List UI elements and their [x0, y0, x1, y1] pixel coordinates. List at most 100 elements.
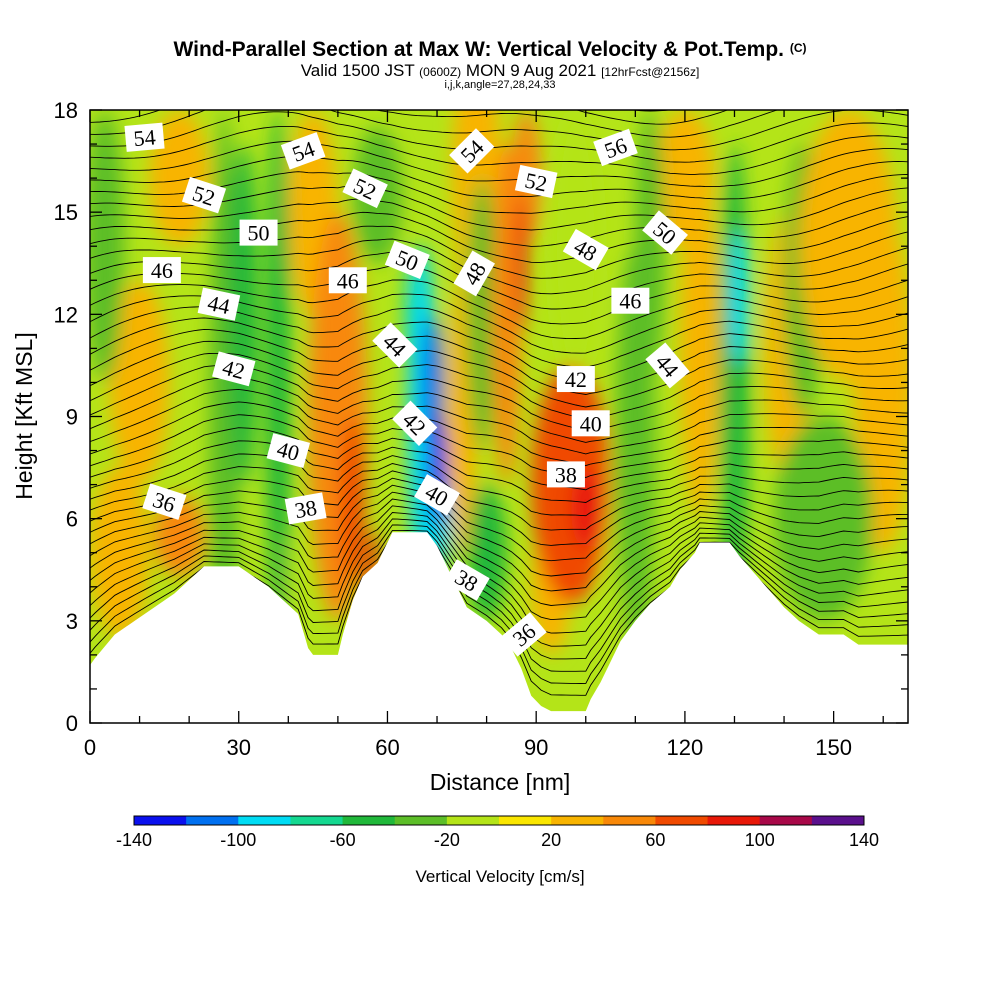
colorbar-swatch [603, 816, 656, 825]
theta-label: 52 [514, 164, 558, 199]
theta-label-box [266, 433, 311, 469]
y-axis-label: Height [Kft MSL] [11, 332, 37, 499]
colorbar-swatch [446, 816, 500, 825]
theta-label: 44 [197, 287, 241, 321]
velocity-cell [265, 110, 291, 655]
colorbar-tick-label: 20 [541, 830, 561, 850]
colorbar-tick-label: -20 [434, 830, 460, 850]
theta-label-box [611, 287, 650, 314]
velocity-cell [798, 110, 899, 383]
theta-contour [90, 477, 908, 562]
theta-label: 54 [124, 122, 165, 152]
colorbar-swatch [551, 816, 604, 825]
theta-contour [90, 111, 908, 163]
theta-contour [90, 524, 908, 660]
theta-label-box [546, 461, 585, 488]
theta-label: 50 [384, 240, 430, 280]
theta-label-box [280, 132, 326, 170]
theta-label-box [239, 219, 278, 246]
y-tick-label: 9 [66, 405, 78, 430]
theta-contour [90, 463, 908, 531]
theta-label-box [212, 351, 256, 387]
colorbar-swatch [290, 816, 344, 825]
theta-contour [90, 238, 908, 295]
colorbar-swatch [499, 816, 552, 825]
colorbar-swatch [394, 816, 448, 825]
theta-label-box [453, 250, 495, 297]
theta-label-box [645, 342, 690, 389]
colorbar: -140 -100 -60 -20 20 60 100 140 [116, 815, 879, 850]
y-tick-label: 6 [66, 507, 78, 532]
colorbar-swatch [186, 816, 239, 825]
colorbar-tick-label: 60 [645, 830, 665, 850]
x-tick-label: 60 [375, 735, 399, 760]
x-tick-label: 150 [815, 735, 852, 760]
y-axis: 0 3 6 9 12 15 18 [54, 98, 908, 736]
theta-label-text: 54 [133, 124, 157, 151]
x-tick-label: 120 [667, 735, 704, 760]
theta-label: 38 [546, 461, 585, 488]
theta-label-box [500, 612, 547, 657]
theta-contour [90, 491, 908, 592]
velocity-cell [515, 195, 528, 332]
colorbar-frame [133, 815, 865, 826]
theta-contour [90, 414, 908, 478]
y-tick-label: 0 [66, 711, 78, 736]
theta-contour [90, 110, 779, 138]
theta-label-box [197, 287, 241, 321]
theta-label-box [593, 128, 638, 167]
theta-label-box [342, 168, 388, 209]
theta-contour [90, 328, 908, 395]
theta-label: 56 [593, 128, 638, 167]
theta-contour [90, 498, 908, 606]
colorbar-swatch [342, 816, 396, 825]
theta-label-box [142, 483, 187, 520]
theta-label: 50 [239, 219, 278, 246]
theta-label: 38 [284, 492, 327, 525]
theta-label-box [384, 240, 430, 280]
theta-label-text: 38 [555, 462, 577, 487]
theta-contours [90, 110, 908, 696]
colorbar-swatch [707, 816, 761, 825]
theta-contour [90, 198, 908, 247]
theta-label-text: 42 [565, 367, 587, 392]
y-tick-label: 12 [54, 302, 78, 327]
theta-contour [90, 185, 908, 231]
colorbar-swatch [134, 816, 187, 825]
theta-label: 40 [571, 410, 610, 437]
theta-label-box [414, 474, 460, 516]
velocity-cell [729, 229, 750, 366]
theta-contour [90, 427, 908, 491]
theta-label-box [284, 492, 327, 525]
x-axis-label: Distance [nm] [430, 769, 571, 795]
theta-label-text: 46 [337, 268, 359, 293]
theta-label-box [124, 122, 165, 152]
theta-contour [90, 505, 908, 621]
theta-label-text: 46 [151, 258, 173, 283]
theta-label-text: 52 [523, 167, 550, 196]
theta-label: 42 [556, 366, 595, 393]
theta-label-box [562, 228, 609, 271]
theta-label: 46 [328, 267, 367, 294]
theta-contour [90, 440, 908, 503]
chart-title: Wind-Parallel Section at Max W: Vertical… [173, 38, 806, 61]
theta-label-text: 44 [205, 290, 232, 319]
x-axis: 0 30 60 90 120 150 [84, 110, 884, 760]
theta-contour [90, 518, 908, 647]
velocity-cell [149, 110, 209, 247]
theta-label-text: 40 [580, 411, 602, 436]
velocity-cell [635, 110, 666, 383]
colorbar-label: Vertical Velocity [cm/s] [415, 867, 584, 886]
theta-label-text: 50 [248, 221, 270, 246]
y-tick-label: 18 [54, 98, 78, 123]
theta-label: 46 [611, 287, 650, 314]
theta-label-box [443, 559, 490, 601]
theta-contour [90, 388, 908, 455]
theta-label-box [372, 322, 418, 368]
theta-label-box [181, 176, 227, 214]
theta-contour [90, 265, 908, 325]
terrain [90, 532, 908, 723]
theta-label: 46 [142, 257, 181, 284]
theta-contour [90, 401, 908, 467]
